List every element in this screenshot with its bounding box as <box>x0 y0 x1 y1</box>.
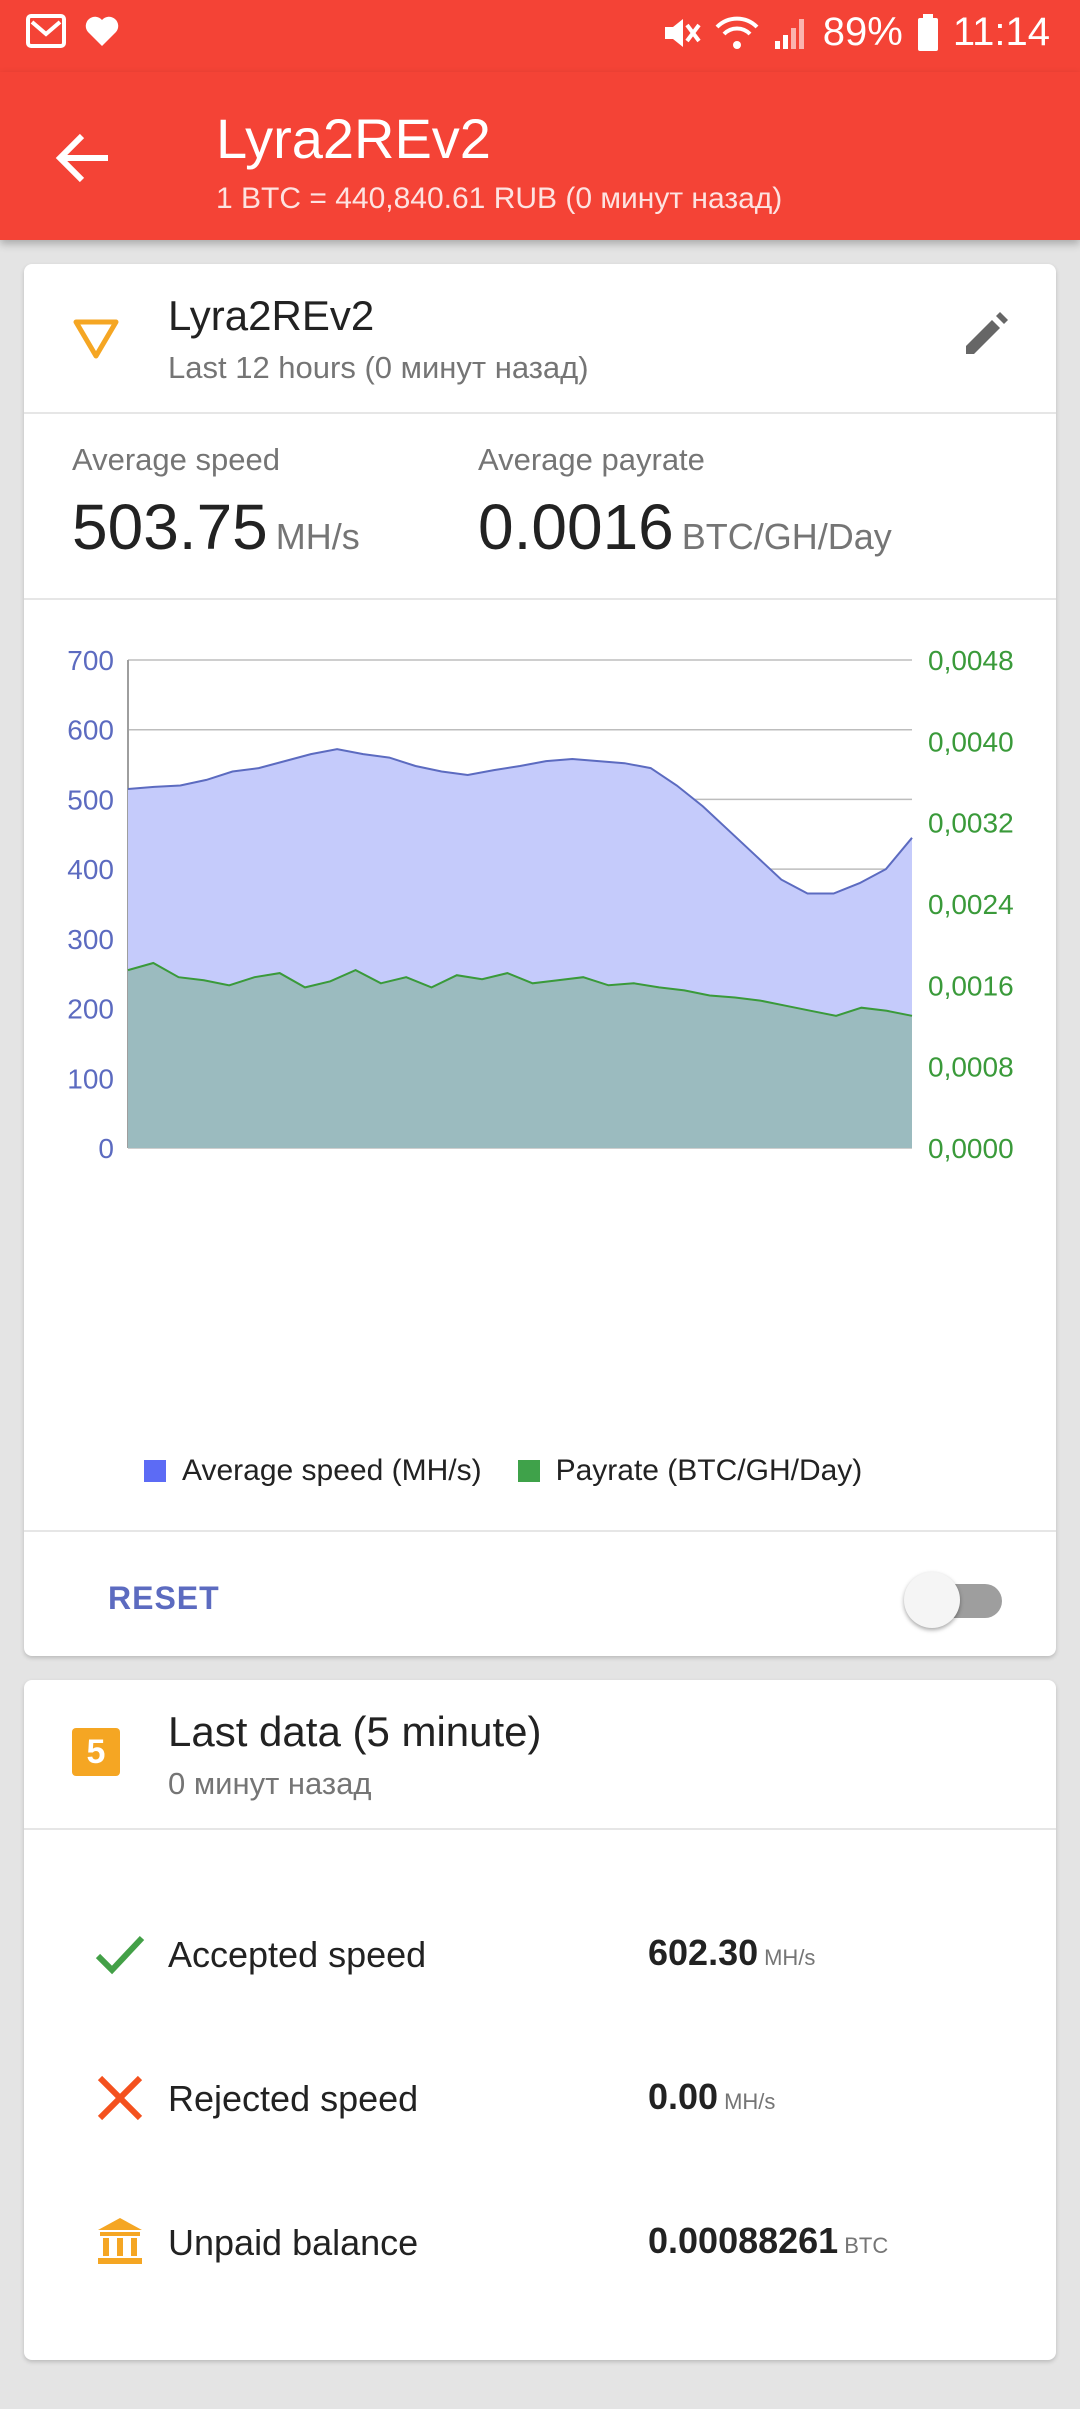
y-left-tick-label: 500 <box>67 784 114 815</box>
y-left-tick-label: 100 <box>67 1063 114 1094</box>
y-right-tick-label: 0,0024 <box>928 889 1014 920</box>
y-left-tick-label: 400 <box>67 854 114 885</box>
algo-stats-card: Lyra2REv2 Last 12 hours (0 минут назад) … <box>24 264 1056 1656</box>
average-speed-value: 503.75 <box>72 491 268 563</box>
legend-payrate-label: Payrate (BTC/GH/Day) <box>556 1454 863 1488</box>
reset-button[interactable]: RESET <box>108 1580 220 1617</box>
mute-icon <box>661 15 701 51</box>
rejected-speed-unit: MH/s <box>724 2089 775 2114</box>
last-data-subtitle: 0 минут назад <box>168 1766 371 1802</box>
five-minute-badge-icon: 5 <box>72 1728 120 1776</box>
y-left-tick-label: 700 <box>67 645 114 676</box>
list-item-rejected-speed: Rejected speed 0.00 MH/s <box>24 2048 1056 2148</box>
page-title: Lyra2REv2 <box>216 106 491 171</box>
y-right-tick-label: 0,0040 <box>928 726 1014 757</box>
accepted-speed-value: 602.30 <box>648 1932 758 1973</box>
unpaid-balance-label: Unpaid balance <box>168 2222 418 2264</box>
check-icon <box>94 1928 146 1980</box>
triangle-down-icon <box>70 312 122 364</box>
accepted-speed-label: Accepted speed <box>168 1934 426 1976</box>
card-footer: RESET <box>24 1530 1056 1658</box>
y-right-tick-label: 0,0048 <box>928 645 1014 676</box>
algo-name: Lyra2REv2 <box>168 292 374 340</box>
average-payrate-label: Average payrate <box>478 442 705 478</box>
y-right-tick-label: 0,0032 <box>928 808 1014 839</box>
back-arrow-icon[interactable] <box>52 126 116 190</box>
algo-period: Last 12 hours (0 минут назад) <box>168 350 589 386</box>
algo-card-header: Lyra2REv2 Last 12 hours (0 минут назад) <box>24 264 1056 414</box>
legend-payrate: Payrate (BTC/GH/Day) <box>518 1454 863 1488</box>
battery-percent: 89% <box>823 10 903 55</box>
y-left-tick-label: 600 <box>67 715 114 746</box>
cross-icon <box>94 2072 146 2124</box>
chart-toggle-switch[interactable] <box>904 1572 1000 1622</box>
y-right-tick-label: 0,0008 <box>928 1052 1014 1083</box>
average-speed-label: Average speed <box>72 442 280 478</box>
rejected-speed-value: 0.00 <box>648 2076 718 2117</box>
list-item-accepted-speed: Accepted speed 602.30 MH/s <box>24 1904 1056 2004</box>
legend-speed: Average speed (MH/s) <box>144 1454 482 1488</box>
y-right-tick-label: 0,0016 <box>928 970 1014 1001</box>
last-data-header: 5 Last data (5 minute) 0 минут назад <box>24 1680 1056 1830</box>
average-payrate-unit: BTC/GH/Day <box>682 516 892 557</box>
edit-pencil-icon[interactable] <box>956 304 1016 364</box>
y-right-tick-label: 0,0000 <box>928 1133 1014 1164</box>
status-bar: 89% 11:14 <box>0 0 1080 72</box>
y-left-tick-label: 200 <box>67 994 114 1025</box>
speed-payrate-chart: 0 100 200 300 400 500 600 700 0,0000 0,0008 0,0016… <box>24 600 1056 1180</box>
accepted-speed-unit: MH/s <box>764 1945 815 1970</box>
battery-icon <box>917 14 939 52</box>
chart-legend: Average speed (MH/s) Payrate (BTC/GH/Day… <box>144 1454 880 1488</box>
averages-row: Average speed 503.75 MH/s Average payrate… <box>24 414 1056 600</box>
exchange-rate: 1 BTC = 440,840.61 RUB (0 минут назад) <box>216 182 782 216</box>
gmail-icon <box>26 14 66 48</box>
unpaid-balance-unit: BTC <box>844 2233 888 2258</box>
signal-icon <box>773 15 809 51</box>
average-payrate-value: 0.0016 <box>478 491 674 563</box>
last-data-card: 5 Last data (5 minute) 0 минут назад Acc… <box>24 1680 1056 2360</box>
y-left-tick-label: 300 <box>67 924 114 955</box>
heart-icon <box>84 14 120 48</box>
average-speed-unit: MH/s <box>276 516 360 557</box>
unpaid-balance-value: 0.00088261 <box>648 2220 838 2261</box>
app-bar: Lyra2REv2 1 BTC = 440,840.61 RUB (0 мину… <box>0 72 1080 240</box>
rejected-speed-label: Rejected speed <box>168 2078 418 2120</box>
clock: 11:14 <box>953 10 1050 55</box>
legend-speed-label: Average speed (MH/s) <box>182 1454 482 1488</box>
y-left-tick-label: 0 <box>98 1133 114 1164</box>
wifi-icon <box>715 15 759 51</box>
list-item-unpaid-balance: Unpaid balance 0.00088261 BTC <box>24 2192 1056 2292</box>
last-data-title: Last data (5 minute) <box>168 1708 542 1756</box>
bank-icon <box>94 2216 146 2268</box>
